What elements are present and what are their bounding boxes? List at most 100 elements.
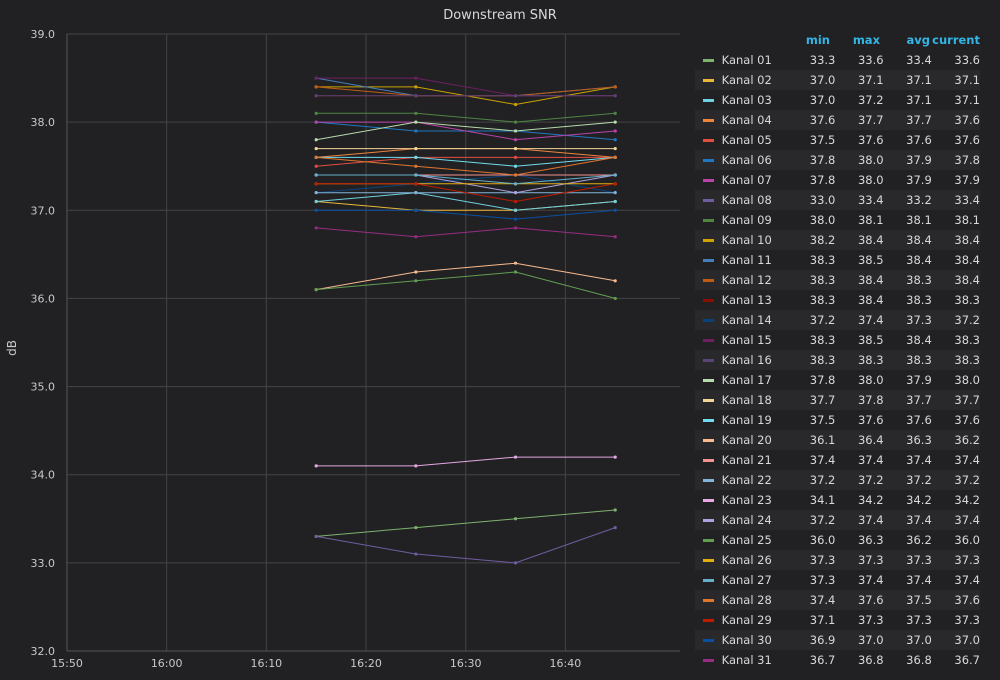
legend-item[interactable]: Kanal 16 38.3 38.3 38.3 38.3 bbox=[695, 350, 980, 370]
legend-series-name[interactable]: Kanal 15 bbox=[721, 333, 772, 347]
y-tick-label: 32.0 bbox=[31, 645, 56, 658]
legend-item[interactable]: Kanal 17 37.8 38.0 37.9 38.0 bbox=[695, 370, 980, 390]
legend-series-name[interactable]: Kanal 22 bbox=[721, 473, 772, 487]
legend-header-current[interactable]: current bbox=[932, 33, 980, 47]
legend-item[interactable]: Kanal 31 36.7 36.8 36.8 36.7 bbox=[695, 650, 980, 670]
legend-series-name[interactable]: Kanal 01 bbox=[721, 53, 772, 67]
legend-current-value: 37.6 bbox=[954, 413, 980, 427]
legend-item[interactable]: Kanal 13 38.3 38.4 38.3 38.3 bbox=[695, 290, 980, 310]
grid bbox=[66, 33, 680, 652]
legend-item[interactable]: Kanal 14 37.2 37.4 37.3 37.2 bbox=[695, 310, 980, 330]
legend-series-name[interactable]: Kanal 16 bbox=[721, 353, 772, 367]
legend-series-name[interactable]: Kanal 10 bbox=[721, 233, 772, 247]
legend-series-name[interactable]: Kanal 26 bbox=[721, 553, 772, 567]
legend-min-value: 38.3 bbox=[809, 253, 836, 267]
legend-min-value: 36.9 bbox=[809, 633, 836, 647]
legend-min-value: 37.5 bbox=[809, 413, 836, 427]
legend-item[interactable]: Kanal 07 37.8 38.0 37.9 37.9 bbox=[695, 170, 980, 190]
legend-item[interactable]: Kanal 02 37.0 37.1 37.1 37.1 bbox=[695, 70, 980, 90]
legend-item[interactable]: Kanal 10 38.2 38.4 38.4 38.4 bbox=[695, 230, 980, 250]
legend-header-max[interactable]: max bbox=[852, 33, 880, 47]
legend-series-name[interactable]: Kanal 29 bbox=[721, 613, 772, 627]
legend-series-name[interactable]: Kanal 12 bbox=[721, 273, 772, 287]
legend-item[interactable]: Kanal 15 38.3 38.5 38.4 38.3 bbox=[695, 330, 980, 350]
legend-series-name[interactable]: Kanal 27 bbox=[721, 573, 772, 587]
legend-series-name[interactable]: Kanal 18 bbox=[721, 393, 772, 407]
legend-min-value: 37.2 bbox=[809, 513, 836, 527]
legend-item[interactable]: Kanal 20 36.1 36.4 36.3 36.2 bbox=[695, 430, 980, 450]
legend-series-name[interactable]: Kanal 23 bbox=[721, 493, 772, 507]
series-kanal-08 bbox=[314, 526, 617, 565]
legend-item[interactable]: Kanal 27 37.3 37.4 37.4 37.4 bbox=[695, 570, 980, 590]
legend-series-name[interactable]: Kanal 28 bbox=[721, 593, 772, 607]
legend-current-value: 37.6 bbox=[954, 133, 980, 147]
data-point bbox=[513, 208, 518, 212]
legend-item[interactable]: Kanal 05 37.5 37.6 37.6 37.6 bbox=[695, 130, 980, 150]
legend-item[interactable]: Kanal 08 33.0 33.4 33.2 33.4 bbox=[695, 190, 980, 210]
legend-min-value: 37.2 bbox=[809, 313, 836, 327]
data-point bbox=[314, 182, 318, 186]
legend-item[interactable]: Kanal 21 37.4 37.4 37.4 37.4 bbox=[695, 450, 980, 470]
legend-series-name[interactable]: Kanal 25 bbox=[721, 533, 772, 547]
legend-item[interactable]: Kanal 23 34.1 34.2 34.2 34.2 bbox=[695, 490, 980, 510]
legend-min-value: 36.0 bbox=[809, 533, 836, 547]
legend-swatch bbox=[703, 478, 714, 482]
legend-header-min[interactable]: min bbox=[805, 33, 830, 47]
legend-min-value: 37.1 bbox=[809, 613, 836, 627]
legend-max-value: 38.0 bbox=[857, 153, 884, 167]
legend-rows: Kanal 01 33.3 33.6 33.4 33.6 Kanal 02 37.0 37.1… bbox=[695, 50, 980, 670]
legend-series-name[interactable]: Kanal 17 bbox=[721, 373, 772, 387]
legend-series-name[interactable]: Kanal 24 bbox=[721, 513, 772, 527]
legend-series-name[interactable]: Kanal 04 bbox=[721, 113, 772, 127]
legend-item[interactable]: Kanal 09 38.0 38.1 38.1 38.1 bbox=[695, 210, 980, 230]
legend-item[interactable]: Kanal 12 38.3 38.4 38.3 38.4 bbox=[695, 270, 980, 290]
legend-min-value: 36.1 bbox=[809, 433, 836, 447]
legend-series-name[interactable]: Kanal 20 bbox=[721, 433, 772, 447]
legend-max-value: 37.4 bbox=[857, 313, 884, 327]
legend-series-name[interactable]: Kanal 03 bbox=[721, 93, 772, 107]
data-point bbox=[613, 526, 617, 530]
legend-series-name[interactable]: Kanal 05 bbox=[721, 133, 772, 147]
legend-max-value: 38.4 bbox=[857, 273, 884, 287]
legend-series-name[interactable]: Kanal 14 bbox=[721, 313, 772, 327]
legend-series-name[interactable]: Kanal 30 bbox=[721, 633, 772, 647]
legend-item[interactable]: Kanal 03 37.0 37.2 37.1 37.1 bbox=[695, 90, 980, 110]
legend-item[interactable]: Kanal 22 37.2 37.2 37.2 37.2 bbox=[695, 470, 980, 490]
data-point bbox=[314, 85, 318, 89]
series-lines[interactable] bbox=[314, 76, 617, 565]
legend-series-name[interactable]: Kanal 09 bbox=[721, 213, 772, 227]
legend-min-value: 37.7 bbox=[809, 393, 836, 407]
legend-series-name[interactable]: Kanal 31 bbox=[721, 653, 772, 667]
legend-series-name[interactable]: Kanal 06 bbox=[721, 153, 772, 167]
legend-current-value: 38.3 bbox=[954, 353, 980, 367]
legend-item[interactable]: Kanal 28 37.4 37.6 37.5 37.6 bbox=[695, 590, 980, 610]
legend-series-name[interactable]: Kanal 02 bbox=[721, 73, 772, 87]
legend-item[interactable]: Kanal 30 36.9 37.0 37.0 37.0 bbox=[695, 630, 980, 650]
legend-item[interactable]: Kanal 01 33.3 33.6 33.4 33.6 bbox=[695, 50, 980, 70]
legend-header-avg[interactable]: avg bbox=[906, 33, 931, 47]
legend-item[interactable]: Kanal 24 37.2 37.4 37.4 37.4 bbox=[695, 510, 980, 530]
data-point bbox=[414, 164, 418, 168]
data-point bbox=[414, 270, 418, 274]
legend-item[interactable]: Kanal 19 37.5 37.6 37.6 37.6 bbox=[695, 410, 980, 430]
legend-current-value: 37.3 bbox=[954, 613, 980, 627]
data-point bbox=[513, 191, 518, 195]
legend-item[interactable]: Kanal 11 38.3 38.5 38.4 38.4 bbox=[695, 250, 980, 270]
y-ticks: 32.0 33.0 34.0 35.0 36.0 37.0 38.0 39.0 bbox=[31, 28, 56, 658]
legend-item[interactable]: Kanal 25 36.0 36.3 36.2 36.0 bbox=[695, 530, 980, 550]
legend-series-name[interactable]: Kanal 08 bbox=[721, 193, 772, 207]
legend-current-value: 37.6 bbox=[954, 113, 980, 127]
legend-item[interactable]: Kanal 29 37.1 37.3 37.3 37.3 bbox=[695, 610, 980, 630]
data-point bbox=[414, 464, 418, 468]
legend-item[interactable]: Kanal 26 37.3 37.3 37.3 37.3 bbox=[695, 550, 980, 570]
legend-series-name[interactable]: Kanal 11 bbox=[721, 253, 772, 267]
legend-series-name[interactable]: Kanal 19 bbox=[721, 413, 772, 427]
series-line bbox=[316, 456, 616, 467]
data-point bbox=[513, 94, 518, 98]
legend-item[interactable]: Kanal 18 37.7 37.8 37.7 37.7 bbox=[695, 390, 980, 410]
legend-series-name[interactable]: Kanal 21 bbox=[721, 453, 772, 467]
legend-item[interactable]: Kanal 04 37.6 37.7 37.7 37.6 bbox=[695, 110, 980, 130]
legend-series-name[interactable]: Kanal 13 bbox=[721, 293, 772, 307]
legend-item[interactable]: Kanal 06 37.8 38.0 37.9 37.8 bbox=[695, 150, 980, 170]
legend-series-name[interactable]: Kanal 07 bbox=[721, 173, 772, 187]
